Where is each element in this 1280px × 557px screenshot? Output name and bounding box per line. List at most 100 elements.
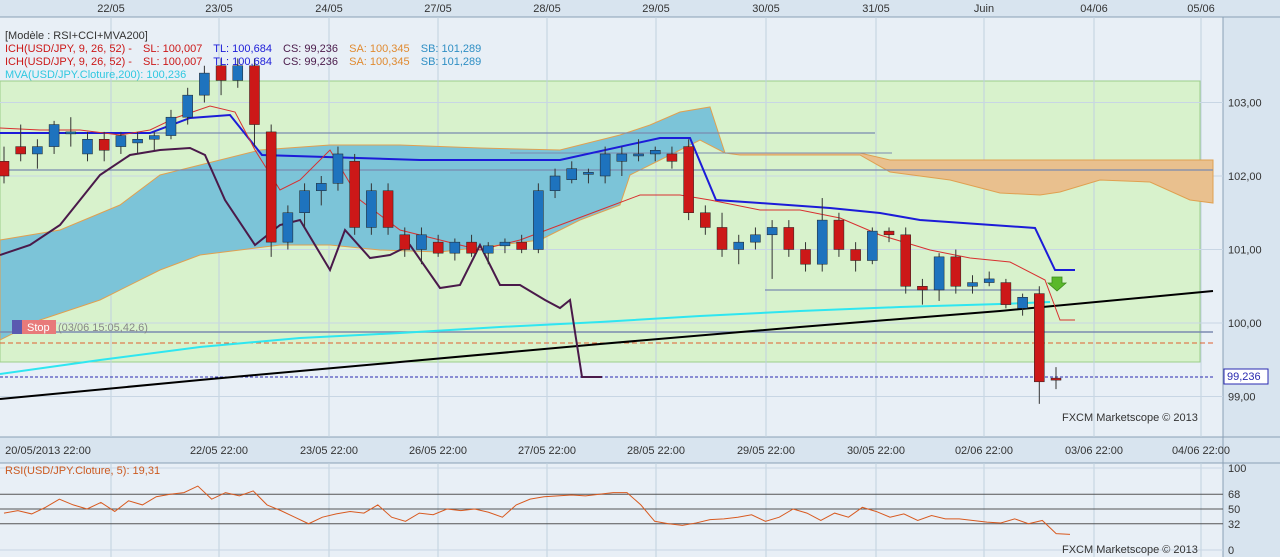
candle-body [800,249,811,265]
candle-body [716,227,728,250]
cloud-bearish [724,152,1214,204]
price-axis-label: 102,00 [1228,171,1262,183]
candle-body [115,135,127,147]
candle-body [1000,282,1012,305]
rsi-line [3,485,1071,535]
kijun-line [0,113,1075,271]
top-date-label: 22/05 [97,3,125,15]
rsi-axis-label: 100 [1228,463,1246,475]
candle-body [850,249,861,261]
chikou-line [0,146,602,378]
candle-body [366,190,377,228]
candle-body [382,190,394,228]
legend-ich1-name: ICH(USD/JPY, 9, 26, 52) - [5,43,132,55]
candle-body [399,234,411,250]
stop-handle[interactable] [12,320,22,334]
candle-body [316,183,327,191]
candle-body [349,161,360,228]
rsi-axis-label: 68 [1228,489,1240,501]
candle-body [649,150,661,155]
bottom-date-label: 22/05 22:00 [190,445,248,457]
legend-ich1-sb: SB: 101,289 [421,43,482,55]
down-arrow-icon [1046,276,1068,292]
candle-body [933,256,945,291]
stop-marker[interactable]: Stop (03/06 15:05,42,6) [12,320,148,334]
ichimoku-cloud [0,106,1214,341]
top-date-label: 29/05 [642,3,670,15]
candle-body [533,190,544,250]
price-axis-label: 99,00 [1228,392,1256,404]
axis-labels: 22/05 23/05 24/05 27/05 28/05 29/05 30/05 31/05… [5,3,1261,557]
bottom-date-label: 27/05 22:00 [518,445,576,457]
bottom-date-label: 23/05 22:00 [300,445,358,457]
bottom-date-label: 28/05 22:00 [627,445,685,457]
legend-ich2: ICH(USD/JPY, 9, 26, 52) - SL: 100,007 TL… [5,56,481,68]
candle-body [65,131,77,135]
candle-body [733,241,744,250]
candle-body [967,282,978,287]
rsi-indicator [3,485,1071,535]
candle-body [750,234,761,243]
candle-body [549,175,561,191]
candle-body [32,146,43,155]
candle-body [516,241,527,250]
candle-body [199,72,210,96]
legend-ich2-cs: CS: 99,236 [283,56,338,68]
rsi-axis-label: 32 [1228,519,1240,531]
candle-body [683,146,694,214]
candle-body [1017,297,1028,309]
candle-body [616,153,628,162]
candle-body [867,230,878,261]
price-axis-label: 101,00 [1228,245,1262,257]
current-price-box [1223,368,1269,385]
candle-body [299,190,310,213]
candle-body [332,153,344,184]
current-price-label: 99,236 [1227,371,1261,383]
candle-body [15,146,26,155]
candle-body [249,65,260,125]
candle-body [265,131,277,243]
candle-body [0,161,10,177]
candle-body [917,286,928,291]
candle-body [182,94,193,118]
legend-ich1-cs: CS: 99,236 [283,43,338,55]
rsi-axis-label: 50 [1228,504,1240,516]
price-axis-label: 100,00 [1228,318,1262,330]
legend-ich2-sl: SL: 100,007 [143,56,202,68]
candle-body [666,153,678,162]
candle-body [165,116,177,136]
legend-ich1-sl: SL: 100,007 [143,43,202,55]
candle-body [132,139,143,144]
candle-body [599,153,611,177]
stop-label-box[interactable] [22,320,56,334]
candle-body [1050,377,1062,381]
stop-label: Stop [27,322,50,334]
bottom-date-label: 30/05 22:00 [847,445,905,457]
legend-model: [Modèle : RSI+CCI+MVA200] [5,30,148,42]
legend-ich1-tl: TL: 100,684 [213,43,272,55]
rsi-axis-label: 0 [1228,545,1234,557]
rsi-panel[interactable] [0,463,1223,557]
candle-body [282,212,294,243]
candle-body [766,227,778,236]
candlesticks [0,58,1062,404]
bottom-date-label: 02/06 22:00 [955,445,1013,457]
candle-body [900,234,911,287]
current-price-tag: 99,236 [1223,368,1269,385]
price-axis-label: 103,00 [1228,98,1262,110]
legend-ich2-name: ICH(USD/JPY, 9, 26, 52) - [5,56,132,68]
top-date-label: 05/06 [1187,3,1215,15]
mva-200-line [0,301,1051,375]
candle-body [566,168,577,180]
trend-line [0,290,1214,400]
candle-body [82,139,93,155]
legend-ich1-sa: SA: 100,345 [349,43,410,55]
candle-body [215,65,227,81]
cloud-bullish [0,106,726,341]
bottom-date-label: 29/05 22:00 [737,445,795,457]
candle-body [983,278,995,283]
candle-body [833,219,845,250]
candle-body [950,256,962,287]
candle-body [783,227,795,250]
